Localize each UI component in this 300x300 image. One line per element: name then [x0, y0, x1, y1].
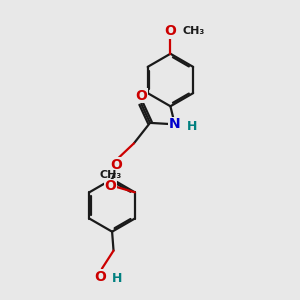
Text: O: O — [104, 179, 116, 194]
Text: CH₃: CH₃ — [99, 170, 122, 180]
Text: CH₃: CH₃ — [183, 26, 205, 36]
Text: O: O — [164, 24, 176, 38]
Text: H: H — [112, 272, 122, 285]
Text: O: O — [94, 270, 106, 284]
Text: O: O — [110, 158, 122, 172]
Text: N: N — [169, 117, 181, 131]
Text: O: O — [135, 89, 147, 103]
Text: H: H — [187, 120, 197, 133]
